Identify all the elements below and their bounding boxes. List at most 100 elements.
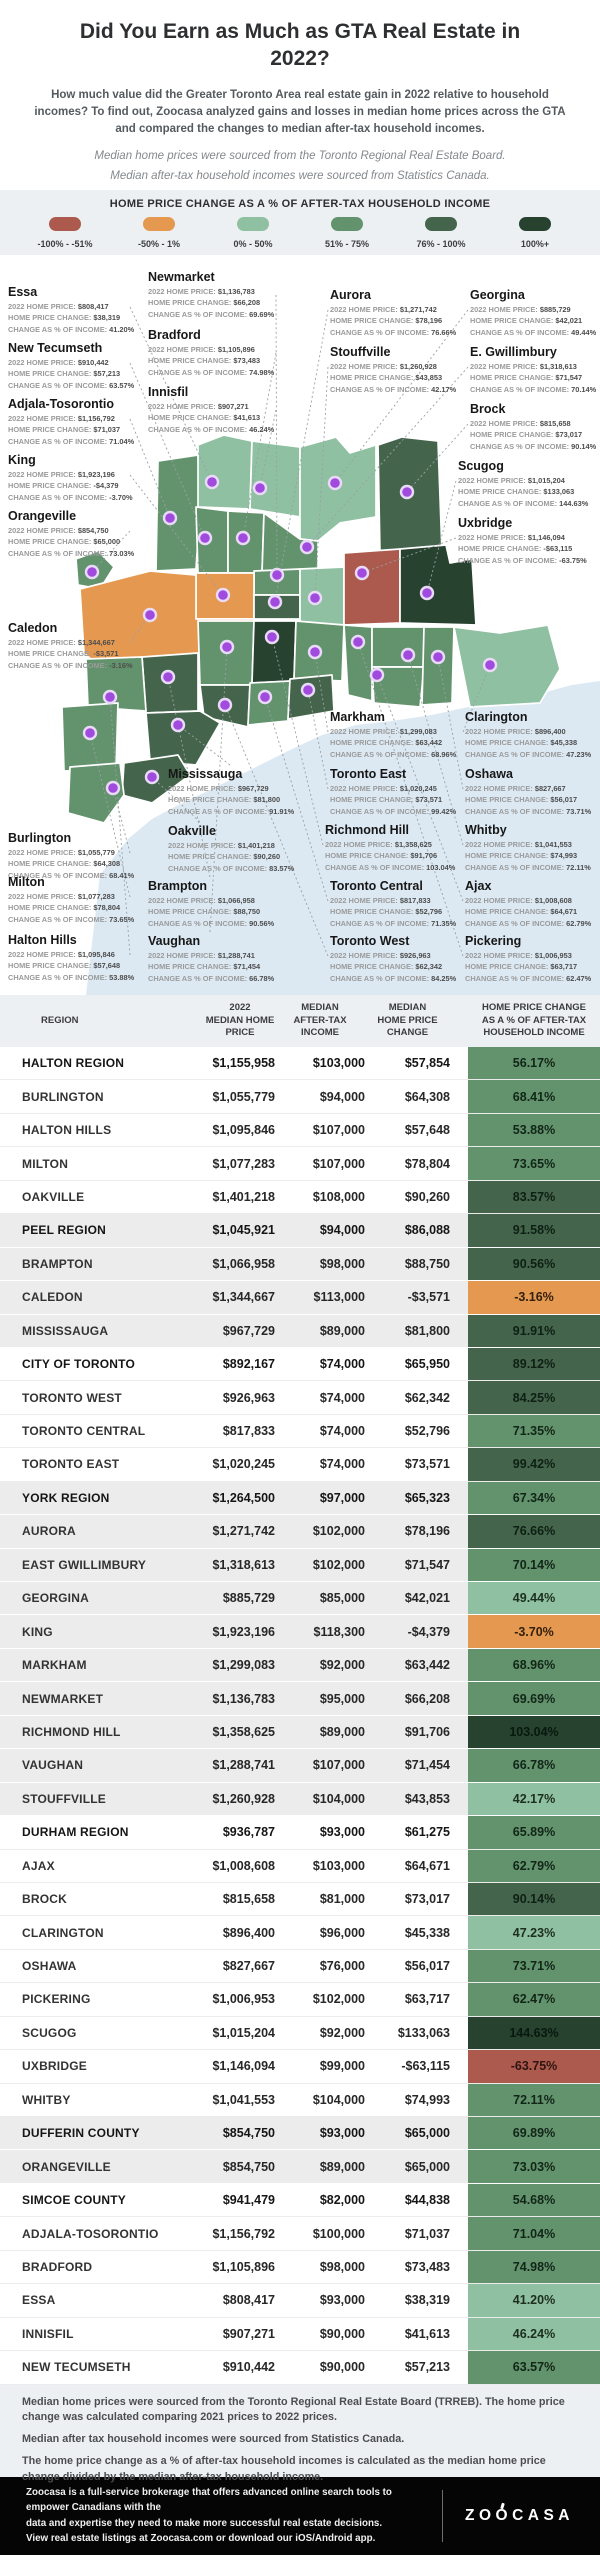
cell-income: $97,000 xyxy=(319,1490,365,1505)
cell-pct-of-income: 63.57% xyxy=(468,2351,600,2384)
cell-price-change: $38,319 xyxy=(404,2293,450,2308)
region-adjala-tosorontio xyxy=(155,454,201,572)
intro-text: How much value did the Greater Toronto A… xyxy=(34,88,566,136)
cell-income: $76,000 xyxy=(319,1959,365,1974)
cell-income: $95,000 xyxy=(319,1691,365,1706)
cell-price-change: $71,454 xyxy=(404,1758,450,1773)
table-row: NEWMARKET $1,136,783 $95,000 $66,208 69.69% xyxy=(0,1682,600,1716)
cell-price-change: -$3,571 xyxy=(407,1290,450,1305)
map-label-region-name: E. Gwillimbury xyxy=(470,345,557,359)
cell-home-price: $1,077,283 xyxy=(212,1156,275,1171)
cell-home-price: $808,417 xyxy=(222,2293,275,2308)
leader-line xyxy=(306,366,469,548)
table-row: TORONTO CENTRAL $817,833 $74,000 $52,796 71.… xyxy=(0,1414,600,1449)
leader-line xyxy=(129,306,213,483)
legend-item: -50% - 1% xyxy=(112,217,206,249)
cell-income: $93,000 xyxy=(319,1825,365,1840)
map-label-region-name: Stouffville xyxy=(330,345,391,359)
map-label-change: HOME PRICE CHANGE: -$63,115 xyxy=(458,544,573,554)
map-dot xyxy=(170,717,186,733)
map-label-pct: CHANGE AS % OF INCOME: 62.79% xyxy=(465,918,592,928)
cell-region: STOUFFVILLE xyxy=(22,1791,106,1806)
map-label-pct: CHANGE AS % OF INCOME: 73.03% xyxy=(8,548,135,558)
footer-about-text: Zoocasa is a full-service brokerage that… xyxy=(26,2485,432,2546)
cell-income: $74,000 xyxy=(319,1424,365,1439)
map-label-change: HOME PRICE CHANGE: $62,342 xyxy=(330,962,443,972)
map-label-change: HOME PRICE CHANGE: $71,547 xyxy=(470,373,583,383)
map-label-price: 2022 HOME PRICE: $896,400 xyxy=(465,727,566,736)
table-row: ADJALA-TOSORONTIO $1,156,792 $100,000 $71,0… xyxy=(0,2217,600,2251)
map-label-change: HOME PRICE CHANGE: $74,993 xyxy=(465,851,578,861)
map-dot xyxy=(84,564,100,580)
cell-price-change: $91,706 xyxy=(404,1724,450,1739)
cell-region: PEEL REGION xyxy=(22,1223,106,1238)
leader-line xyxy=(376,674,464,902)
cell-income: $102,000 xyxy=(312,1557,365,1572)
lake-ontario xyxy=(86,681,600,995)
map-label-price: 2022 HOME PRICE: $1,260,928 xyxy=(330,362,437,371)
map-label-pct: CHANGE AS % OF INCOME: 42.17% xyxy=(330,384,457,394)
footer: Zoocasa is a full-service brokerage that… xyxy=(0,2476,600,2555)
cell-income: $104,000 xyxy=(312,2092,365,2107)
map-label-price: 2022 HOME PRICE: $1,095,846 xyxy=(8,950,115,959)
map-dot xyxy=(307,644,323,660)
table-row: GEORGINA $885,729 $85,000 $42,021 49.44% xyxy=(0,1582,600,1616)
cell-price-change: $57,854 xyxy=(404,1056,450,1071)
region-burlington xyxy=(67,762,125,824)
cell-region: YORK REGION xyxy=(22,1490,110,1505)
leader-line xyxy=(462,664,491,733)
cell-home-price: $1,344,667 xyxy=(212,1290,275,1305)
legend-swatch xyxy=(519,217,551,231)
table-row: EAST GWILLIMBURY $1,318,613 $102,000 $71,54… xyxy=(0,1548,600,1582)
leader-line xyxy=(264,696,329,902)
map-dot xyxy=(400,647,416,663)
cell-pct-of-income: 74.98% xyxy=(468,2250,600,2284)
region-oshawa xyxy=(421,626,455,706)
map-dot xyxy=(482,657,498,673)
cell-income: $85,000 xyxy=(319,1591,365,1606)
legend-item: 51% - 75% xyxy=(300,217,394,249)
footer-line: data and expertise they need to make mor… xyxy=(26,2517,383,2529)
region-toronto-east xyxy=(287,674,335,720)
table-column-header: 2022 MEDIAN HOME PRICE xyxy=(205,1001,275,1039)
map-dot xyxy=(269,567,285,583)
cell-income: $90,000 xyxy=(319,2360,365,2375)
map-label: Ajax 2022 HOME PRICE: $1,008,608 HOME PRIC… xyxy=(465,879,595,929)
map-label-price: 2022 HOME PRICE: $926,963 xyxy=(330,951,431,960)
map-label-change: HOME PRICE CHANGE: $43,853 xyxy=(330,373,443,383)
table-row: WHITBY $1,041,553 $104,000 $74,993 72.11% xyxy=(0,2083,600,2117)
cell-price-change: $45,338 xyxy=(404,1925,450,1940)
cell-region: PICKERING xyxy=(22,1992,91,2007)
map-label-pct: CHANGE AS % OF INCOME: 76.66% xyxy=(330,327,457,337)
data-table: REGION 2022 MEDIAN HOME PRICE MEDIAN AFTER-TA… xyxy=(0,995,600,2385)
map-label-change: HOME PRICE CHANGE: $78,804 xyxy=(8,903,121,913)
legend-item: -100% - -51% xyxy=(18,217,112,249)
map-label-change: HOME PRICE CHANGE: $133,063 xyxy=(458,487,575,497)
cell-region: NEWMARKET xyxy=(22,1691,104,1706)
cell-pct-of-income: 103.04% xyxy=(468,1715,600,1749)
map-label-change: HOME PRICE CHANGE: $42,021 xyxy=(470,316,583,326)
map-label-pct: CHANGE AS % OF INCOME: 103.04% xyxy=(325,862,456,872)
cell-income: $93,000 xyxy=(319,2293,365,2308)
cell-price-change: $74,993 xyxy=(404,2092,450,2107)
leader-line xyxy=(361,537,457,574)
map-label-region-name: Caledon xyxy=(8,621,58,635)
map-label-change: HOME PRICE CHANGE: $38,319 xyxy=(8,313,121,323)
map-label-pct: CHANGE AS % OF INCOME: 71.35% xyxy=(330,918,457,928)
map-label-change: HOME PRICE CHANGE: $73,483 xyxy=(148,356,261,366)
cell-income: $94,000 xyxy=(319,1223,365,1238)
cell-price-change: $63,442 xyxy=(404,1658,450,1673)
table-row: AURORA $1,271,742 $102,000 $78,196 76.66% xyxy=(0,1515,600,1549)
table-column-header: REGION xyxy=(41,1014,79,1026)
region-toronto-central xyxy=(247,680,291,726)
map-dot xyxy=(144,769,160,785)
footnote: The home price change as a % of after-ta… xyxy=(22,2455,546,2483)
cell-income: $99,000 xyxy=(319,2059,365,2074)
map-label-change: HOME PRICE CHANGE: $41,613 xyxy=(148,413,261,423)
cell-region: DURHAM REGION xyxy=(22,1825,129,1840)
cell-price-change: $86,088 xyxy=(404,1223,450,1238)
cell-income: $107,000 xyxy=(312,1758,365,1773)
map-dot xyxy=(197,530,213,546)
leader-line xyxy=(112,787,131,854)
map-dot xyxy=(215,587,231,603)
